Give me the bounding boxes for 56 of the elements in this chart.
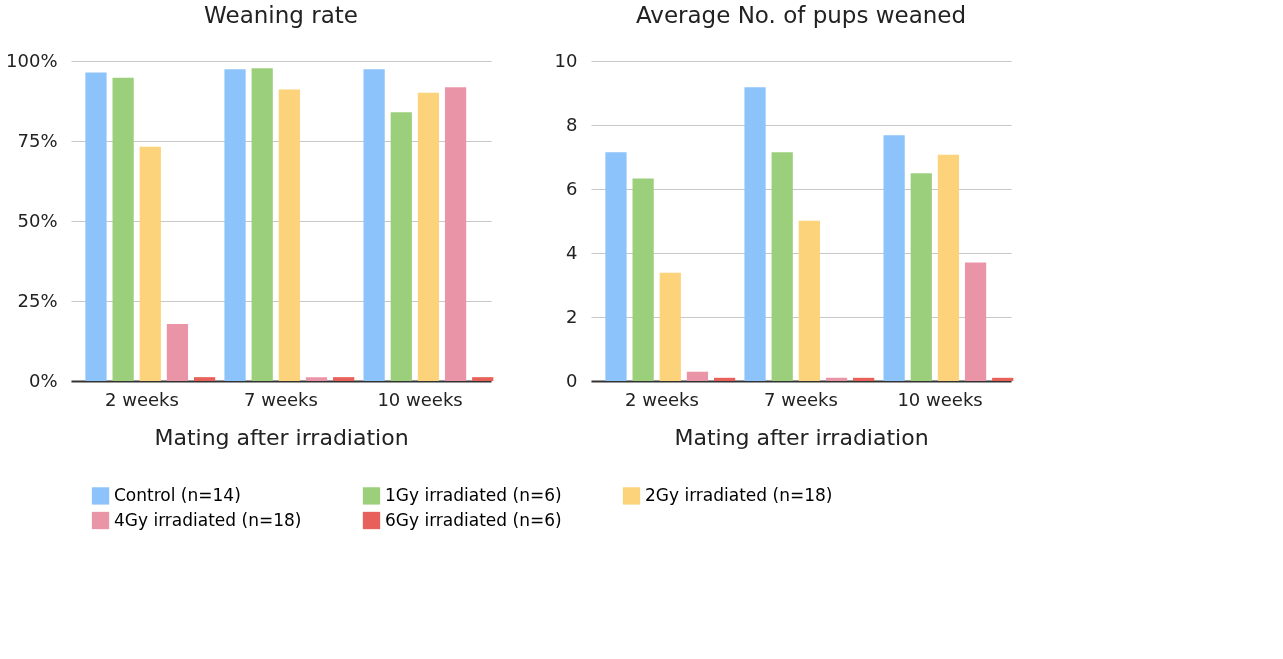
bar — [659, 272, 681, 381]
y-tick-label: 50% — [17, 209, 58, 231]
x-tick-label: 7 weeks — [764, 388, 838, 410]
x-tick-label: 2 weeks — [625, 388, 699, 410]
bar — [139, 146, 161, 381]
bar — [937, 154, 960, 381]
bar — [472, 377, 494, 381]
y-tick-label: 75% — [17, 129, 58, 151]
y-tick-label: 4 — [566, 241, 578, 263]
bar — [605, 152, 627, 381]
bar — [363, 69, 385, 381]
legend-label: 4Gy irradiated (n=18) — [114, 509, 302, 530]
bar — [305, 377, 328, 381]
bar — [224, 69, 246, 381]
y-tick-label: 8 — [566, 113, 578, 135]
bar — [632, 178, 654, 381]
x-axis-title: Mating after irradiation — [154, 424, 409, 450]
bar — [166, 324, 189, 381]
bar — [112, 77, 134, 381]
bar — [390, 112, 412, 381]
bar — [964, 262, 987, 381]
y-tick-label: 25% — [17, 289, 58, 311]
y-tick-label: 0 — [566, 369, 578, 391]
bar — [333, 377, 355, 381]
bar — [278, 89, 300, 381]
y-tick-label: 10 — [554, 49, 578, 71]
bar — [713, 377, 736, 381]
bar — [444, 87, 467, 381]
bar — [193, 377, 216, 381]
bar — [992, 377, 1014, 381]
x-axis-title: Mating after irradiation — [674, 424, 929, 450]
y-tick-label: 0% — [28, 369, 58, 391]
legend-label: Control (n=14) — [114, 484, 241, 505]
bar — [771, 152, 793, 381]
bar — [85, 72, 107, 381]
chart-title: Average No. of pups weaned — [635, 2, 967, 28]
chart-title: Weaning rate — [204, 2, 358, 28]
bar — [251, 68, 273, 381]
bar — [853, 377, 875, 381]
x-tick-label: 10 weeks — [377, 388, 463, 410]
x-tick-label: 7 weeks — [244, 388, 318, 410]
y-tick-label: 2 — [566, 305, 578, 327]
bar — [417, 92, 440, 381]
legend-label: 2Gy irradiated (n=18) — [645, 484, 833, 505]
y-tick-label: 6 — [566, 177, 578, 199]
bar — [910, 173, 932, 381]
x-tick-label: 2 weeks — [105, 388, 179, 410]
y-tick-label: 100% — [6, 49, 58, 71]
x-tick-label: 10 weeks — [897, 388, 983, 410]
bar — [798, 220, 820, 381]
bar — [825, 377, 848, 381]
bar — [686, 371, 709, 381]
legend-label: 1Gy irradiated (n=6) — [385, 484, 562, 505]
bar — [744, 87, 766, 381]
bar — [883, 135, 905, 381]
legend-label: 6Gy irradiated (n=6) — [385, 509, 562, 530]
